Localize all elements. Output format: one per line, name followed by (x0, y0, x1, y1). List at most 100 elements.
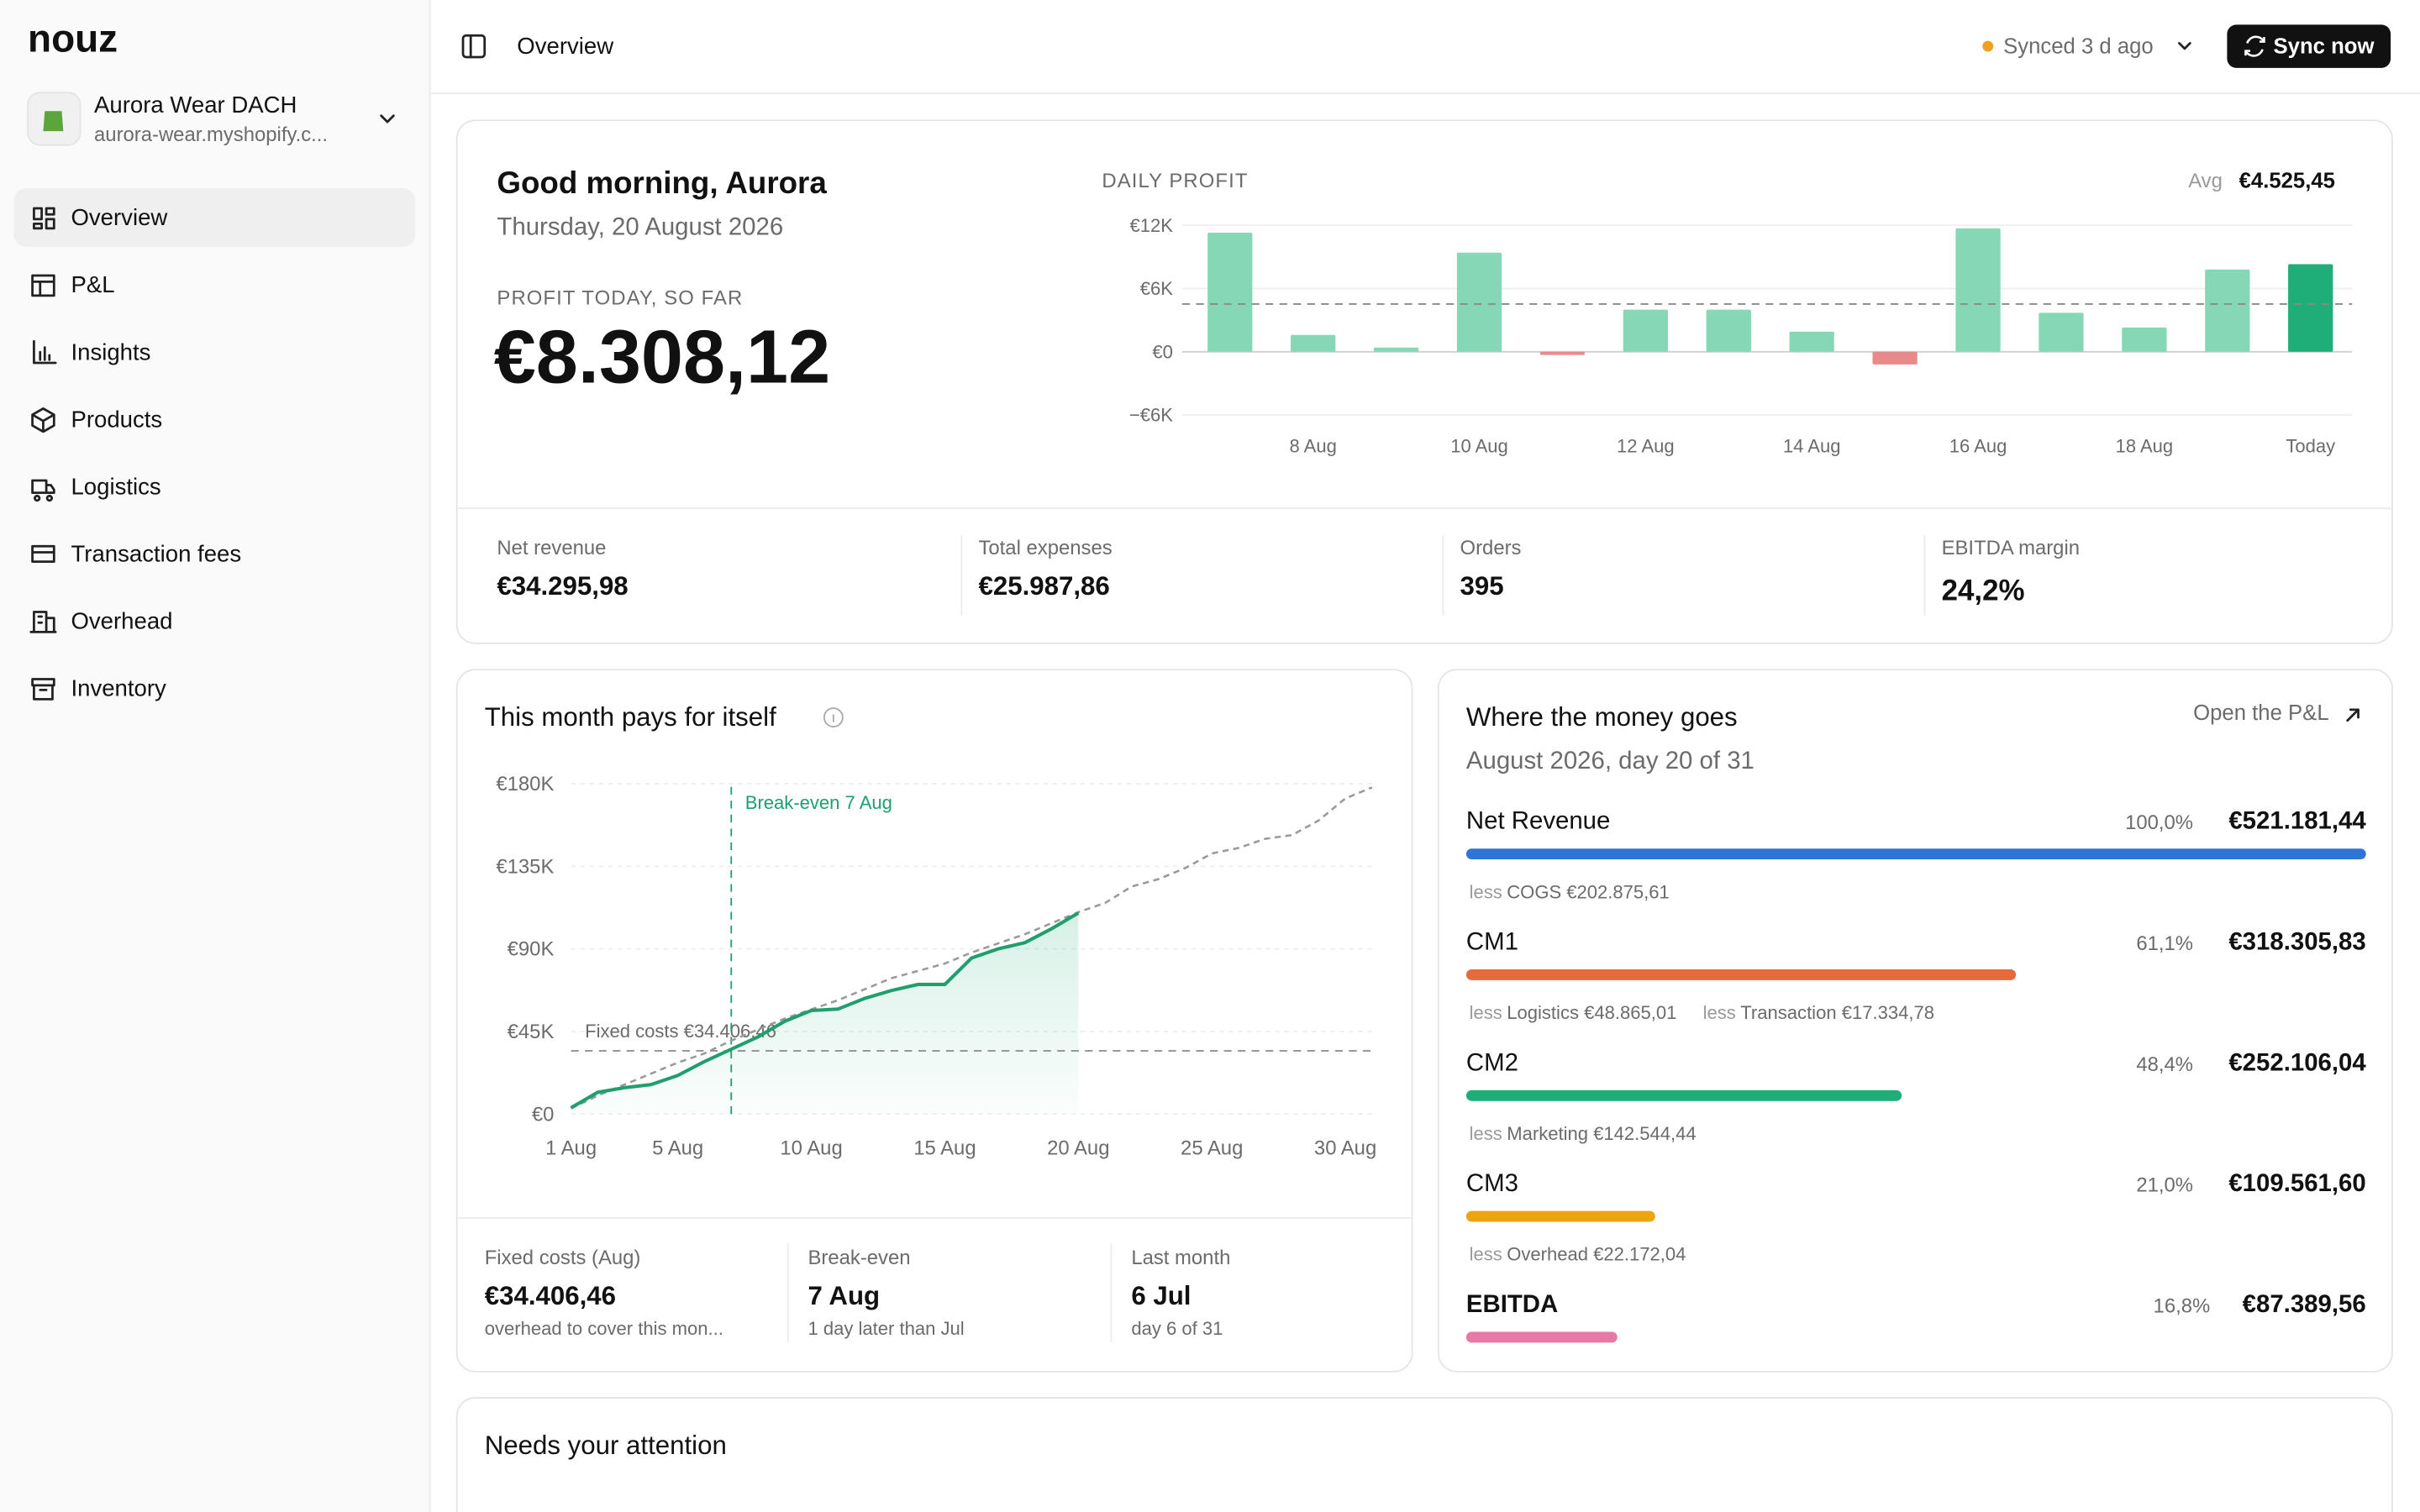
card-title: Where the money goes (1466, 702, 1738, 732)
store-domain: aurora-wear.myshopify.c... (94, 123, 328, 146)
bar (2288, 264, 2333, 352)
chart-title: DAILY PROFIT (1102, 170, 1248, 192)
less-label: less (1470, 881, 1502, 902)
actual-line (570, 911, 1080, 1110)
bar (1623, 309, 1668, 352)
nav: Overview P&L Insights Products Logistics Tran… (13, 188, 416, 701)
link-arrow[interactable] (2346, 708, 2360, 722)
stat-value: 6 Jul (1131, 1281, 1191, 1310)
sync-button-label[interactable]: Sync now (2274, 35, 2375, 59)
nav-icon (33, 207, 55, 230)
row-percent: 48,4% (2136, 1053, 2193, 1076)
card-subtitle: August 2026, day 20 of 31 (1466, 747, 1754, 774)
row-name: CM2 (1466, 1048, 1518, 1076)
deduction: Logistics €48.865,01 (1507, 1002, 1676, 1023)
bar (2205, 269, 2250, 352)
stat-note: day 6 of 31 (1131, 1318, 1223, 1339)
greeting: Good morning, Aurora (497, 165, 827, 200)
store-chevron[interactable] (380, 114, 395, 123)
stat-value: 7 Aug (808, 1281, 881, 1310)
x-tick-label: 18 Aug (2116, 435, 2174, 456)
x-tick-label: 25 Aug (1181, 1137, 1243, 1160)
shopify-bag (43, 111, 64, 132)
store-name[interactable]: Aurora Wear DACH (94, 92, 297, 118)
nav-item[interactable]: Products (71, 406, 162, 432)
page-title: Overview (517, 33, 613, 59)
less-label: less (1470, 1002, 1502, 1023)
row-amount: €109.561,60 (2228, 1169, 2365, 1197)
x-tick-label: 12 Aug (1617, 435, 1675, 456)
summary-card (455, 119, 2393, 644)
x-tick-label: 30 Aug (1314, 1137, 1376, 1160)
less-label: less (1703, 1002, 1736, 1023)
row-name: Net Revenue (1466, 807, 1610, 835)
info-icon[interactable] (823, 707, 844, 728)
nav-item[interactable]: Insights (71, 339, 150, 365)
avg-label: Avg (2188, 170, 2223, 192)
row-name: CM1 (1466, 928, 1518, 956)
nav-icon (31, 407, 55, 433)
open-pl-link[interactable]: Open the P&L (2193, 701, 2328, 725)
nav-item[interactable]: Overview (71, 204, 167, 230)
y-tick-label: €180K (496, 773, 554, 795)
deduction: Overhead €22.172,04 (1507, 1244, 1686, 1265)
sidebar-toggle[interactable] (461, 34, 487, 59)
projection-line (571, 786, 1373, 1110)
row-amount: €252.106,04 (2228, 1048, 2366, 1076)
row-percent: 100,0% (2125, 811, 2193, 834)
bar (2039, 312, 2084, 352)
bar (1456, 252, 1502, 352)
kpi-value: 24,2% (1942, 575, 2025, 607)
logo[interactable]: nouz (28, 17, 118, 60)
nav-item[interactable]: Logistics (71, 473, 160, 499)
kpi-value: €25.987,86 (978, 571, 1109, 601)
nav-item[interactable]: Overhead (71, 608, 172, 634)
y-tick-label: €6K (1140, 278, 1174, 299)
nav-icon (29, 611, 57, 633)
nav-icon (31, 479, 55, 502)
kpis: Net revenue €34.295,98 Total expenses €25.9… (497, 535, 2080, 616)
y-tick-label: −€6K (1129, 405, 1173, 426)
stat-label: Fixed costs (Aug) (485, 1247, 641, 1269)
fixed-costs-label: Fixed costs €34.406,46 (585, 1021, 776, 1042)
nav-icon (31, 544, 55, 563)
kpi-value: €34.295,98 (497, 571, 628, 601)
kpi-value: 395 (1460, 571, 1504, 601)
y-tick-label: €0 (1152, 341, 1173, 362)
row-bar (1465, 1331, 1618, 1343)
y-tick-label: €135K (496, 855, 554, 878)
x-tick-label: Today (2286, 435, 2335, 456)
kpi-label: Net revenue (497, 537, 606, 559)
nav-icon (31, 274, 55, 297)
stat-label: Last month (1131, 1247, 1230, 1269)
nav-item[interactable]: Transaction fees (71, 541, 241, 567)
less-label: less (1470, 1123, 1502, 1144)
nav-item[interactable]: Inventory (71, 675, 166, 701)
x-tick-label: 16 Aug (1949, 435, 2007, 456)
attention-card (455, 1397, 2393, 1512)
row-amount: €87.389,56 (2243, 1290, 2366, 1318)
y-tick-label: €0 (532, 1103, 555, 1126)
nav-icon (31, 678, 55, 701)
row-amount: €318.305,83 (2228, 928, 2365, 956)
x-tick-label: 5 Aug (652, 1137, 703, 1160)
kpi-label: Orders (1460, 537, 1522, 559)
deduction: Marketing €142.544,44 (1507, 1123, 1696, 1144)
bar (1539, 351, 1586, 355)
nav-icon (33, 339, 57, 365)
x-tick-label: 20 Aug (1047, 1137, 1109, 1160)
status-chevron[interactable] (2178, 42, 2191, 50)
sync-button[interactable] (2227, 24, 2391, 68)
row-name: EBITDA (1466, 1290, 1558, 1318)
x-tick-label: 15 Aug (913, 1137, 976, 1160)
bar (1872, 351, 1918, 365)
actual-area (571, 912, 1079, 1115)
row-amount: €521.181,44 (2228, 807, 2366, 835)
y-tick-label: €12K (1129, 215, 1173, 236)
nav-item[interactable]: P&L (71, 271, 114, 297)
bar (2122, 327, 2167, 352)
profit-label: PROFIT TODAY, SO FAR (497, 287, 743, 310)
sync-status[interactable]: Synced 3 d ago (2003, 35, 2154, 59)
stat-note: overhead to cover this mon... (485, 1318, 723, 1339)
row-percent: 61,1% (2136, 932, 2193, 955)
